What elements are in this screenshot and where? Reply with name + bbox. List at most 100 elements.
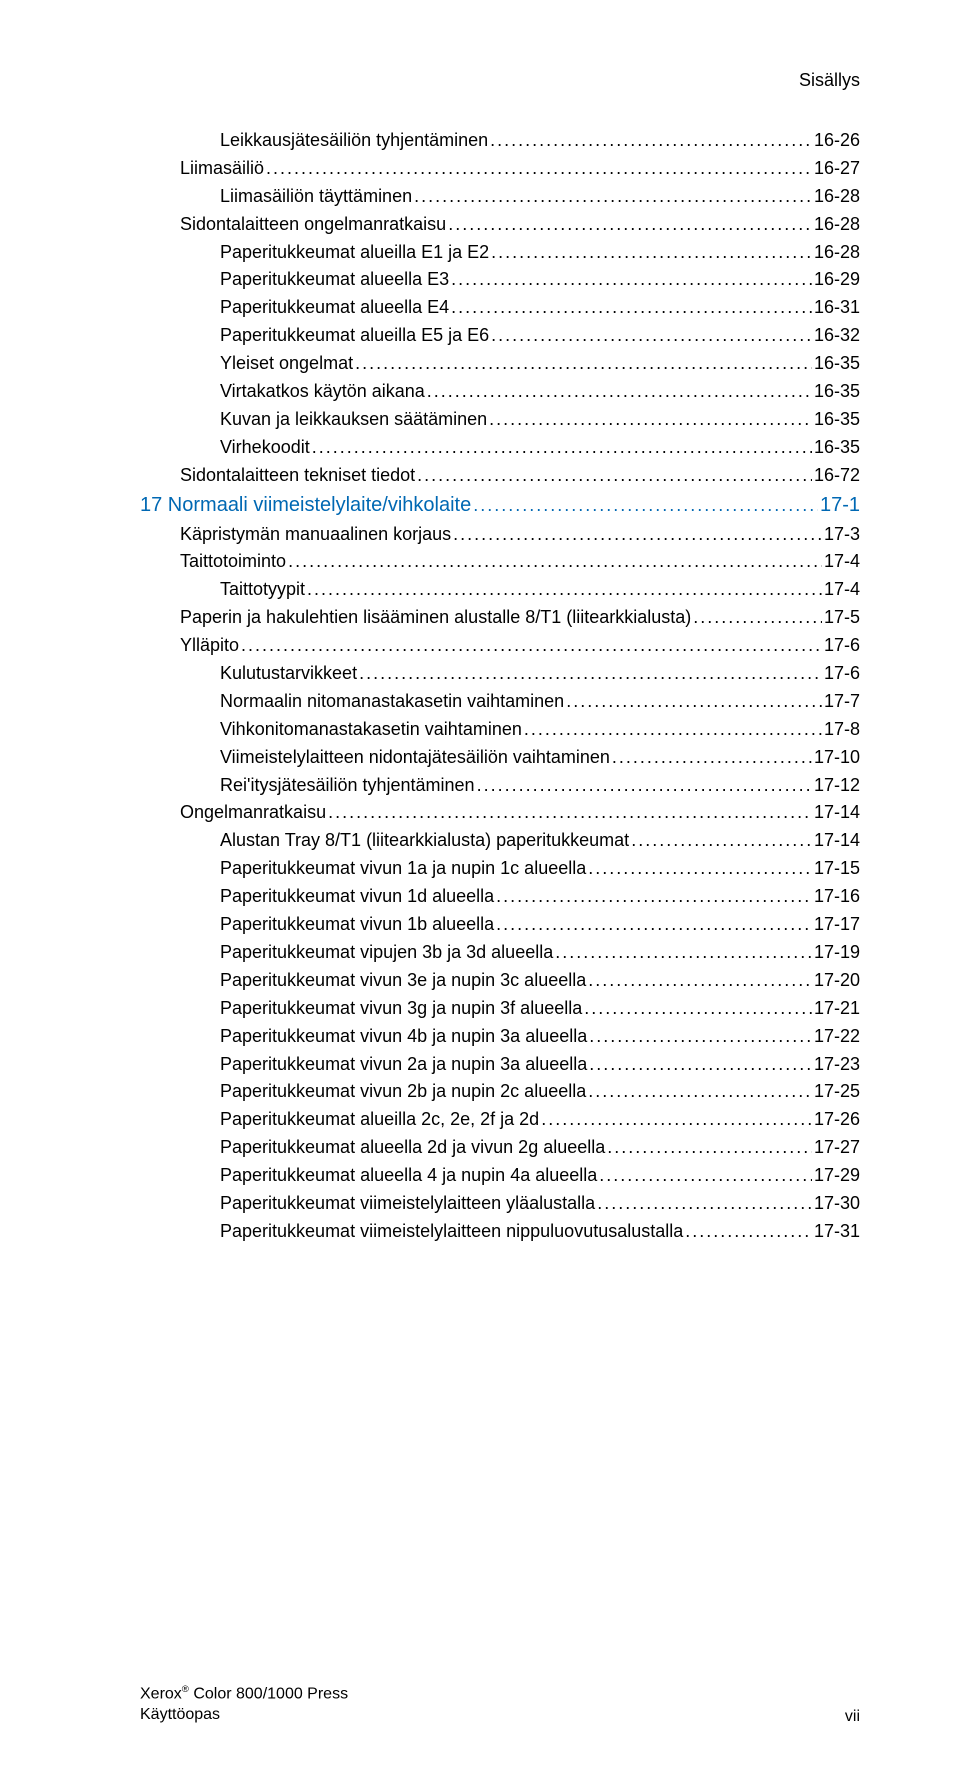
toc-entry-page[interactable]: 16-29	[814, 266, 860, 294]
toc-leader-dots: ........................................…	[490, 127, 812, 155]
toc-entry-page[interactable]: 17-21	[814, 995, 860, 1023]
toc-entry-page[interactable]: 17-19	[814, 939, 860, 967]
toc-leader-dots: ........................................…	[541, 1106, 812, 1134]
toc-entry-label[interactable]: Kuvan ja leikkauksen säätäminen	[220, 406, 487, 434]
toc-entry-label[interactable]: Paperitukkeumat viimeistelylaitteen yläa…	[220, 1190, 595, 1218]
toc-entry-label[interactable]: Paperitukkeumat viimeistelylaitteen nipp…	[220, 1218, 683, 1246]
toc-entry-label[interactable]: Rei'itysjätesäiliön tyhjentäminen	[220, 772, 475, 800]
toc-entry-page[interactable]: 16-26	[814, 127, 860, 155]
footer-product: Color 800/1000 Press	[189, 1685, 348, 1702]
toc-entry-label[interactable]: Paperitukkeumat alueilla E1 ja E2	[220, 239, 489, 267]
toc-leader-dots: ........................................…	[588, 855, 812, 883]
toc-leader-dots: ........................................…	[359, 660, 822, 688]
toc-entry-page[interactable]: 17-27	[814, 1134, 860, 1162]
toc-entry-page[interactable]: 17-15	[814, 855, 860, 883]
toc-entry-page[interactable]: 17-3	[824, 521, 860, 549]
toc-row: Kuvan ja leikkauksen säätäminen.........…	[140, 406, 860, 434]
toc-entry-label[interactable]: Paperitukkeumat alueella E3	[220, 266, 449, 294]
toc-entry-page[interactable]: 17-23	[814, 1051, 860, 1079]
toc-entry-label[interactable]: Paperitukkeumat vivun 2b ja nupin 2c alu…	[220, 1078, 586, 1106]
toc-entry-label[interactable]: Paperitukkeumat alueella 2d ja vivun 2g …	[220, 1134, 605, 1162]
toc-entry-page[interactable]: 17-12	[814, 772, 860, 800]
toc-entry-page[interactable]: 16-28	[814, 183, 860, 211]
toc-entry-label[interactable]: Taittotoiminto	[180, 548, 286, 576]
toc-entry-page[interactable]: 17-6	[824, 632, 860, 660]
toc-entry-page[interactable]: 17-6	[824, 660, 860, 688]
toc-row: Paperitukkeumat vivun 1d alueella.......…	[140, 883, 860, 911]
toc-entry-page[interactable]: 16-72	[814, 462, 860, 490]
toc-entry-page[interactable]: 16-32	[814, 322, 860, 350]
toc-entry-page[interactable]: 17-26	[814, 1106, 860, 1134]
toc-entry-page[interactable]: 16-35	[814, 434, 860, 462]
toc-entry-page[interactable]: 17-14	[814, 827, 860, 855]
toc-entry-label[interactable]: 17 Normaali viimeistelylaite/vihkolaite	[140, 490, 471, 521]
toc-entry-label[interactable]: Liimasäiliö	[180, 155, 264, 183]
toc-entry-page[interactable]: 17-4	[824, 548, 860, 576]
toc-leader-dots: ........................................…	[427, 378, 812, 406]
toc-entry-label[interactable]: Kulutustarvikkeet	[220, 660, 357, 688]
toc-entry-page[interactable]: 16-35	[814, 378, 860, 406]
toc-entry-label[interactable]: Normaalin nitomanastakasetin vaihtaminen	[220, 688, 564, 716]
toc-entry-label[interactable]: Paperitukkeumat vivun 1d alueella	[220, 883, 494, 911]
toc-entry-label[interactable]: Leikkausjätesäiliön tyhjentäminen	[220, 127, 488, 155]
toc-entry-label[interactable]: Paperitukkeumat alueilla E5 ja E6	[220, 322, 489, 350]
toc-entry-label[interactable]: Paperitukkeumat alueella E4	[220, 294, 449, 322]
toc-entry-label[interactable]: Sidontalaitteen ongelmanratkaisu	[180, 211, 446, 239]
toc-entry-page[interactable]: 17-8	[824, 716, 860, 744]
toc-row: Normaalin nitomanastakasetin vaihtaminen…	[140, 688, 860, 716]
toc-row: Taittotoiminto..........................…	[140, 548, 860, 576]
toc-entry-label[interactable]: Paperitukkeumat vivun 4b ja nupin 3a alu…	[220, 1023, 587, 1051]
toc-entry-label[interactable]: Paperitukkeumat vivun 3e ja nupin 3c alu…	[220, 967, 586, 995]
toc-entry-page[interactable]: 17-29	[814, 1162, 860, 1190]
toc-entry-page[interactable]: 16-28	[814, 211, 860, 239]
toc-entry-label[interactable]: Paperitukkeumat vivun 1a ja nupin 1c alu…	[220, 855, 586, 883]
toc-entry-label[interactable]: Käpristymän manuaalinen korjaus	[180, 521, 451, 549]
toc-entry-page[interactable]: 17-31	[814, 1218, 860, 1246]
toc-entry-label[interactable]: Paperitukkeumat vivun 2a ja nupin 3a alu…	[220, 1051, 587, 1079]
toc-entry-label[interactable]: Liimasäiliön täyttäminen	[220, 183, 412, 211]
toc-entry-page[interactable]: 17-25	[814, 1078, 860, 1106]
toc-row: Paperitukkeumat viimeistelylaitteen yläa…	[140, 1190, 860, 1218]
toc-entry-label[interactable]: Ongelmanratkaisu	[180, 799, 326, 827]
toc-entry-label[interactable]: Paperitukkeumat vivun 1b alueella	[220, 911, 494, 939]
toc-entry-page[interactable]: 17-4	[824, 576, 860, 604]
toc-leader-dots: ........................................…	[307, 576, 822, 604]
toc-entry-page[interactable]: 17-22	[814, 1023, 860, 1051]
toc-row: Paperitukkeumat vivun 2b ja nupin 2c alu…	[140, 1078, 860, 1106]
toc-entry-label[interactable]: Virtakatkos käytön aikana	[220, 378, 425, 406]
toc-entry-label[interactable]: Ylläpito	[180, 632, 239, 660]
toc-entry-page[interactable]: 16-28	[814, 239, 860, 267]
toc-entry-page[interactable]: 17-30	[814, 1190, 860, 1218]
toc-entry-label[interactable]: Taittotyypit	[220, 576, 305, 604]
toc-leader-dots: ........................................…	[496, 911, 812, 939]
toc-entry-page[interactable]: 17-7	[824, 688, 860, 716]
toc-entry-label[interactable]: Paperitukkeumat vivun 3g ja nupin 3f alu…	[220, 995, 582, 1023]
toc-entry-label[interactable]: Yleiset ongelmat	[220, 350, 353, 378]
toc-entry-label[interactable]: Virhekoodit	[220, 434, 310, 462]
toc-entry-page[interactable]: 17-5	[824, 604, 860, 632]
toc-leader-dots: ........................................…	[589, 1023, 812, 1051]
toc-leader-dots: ........................................…	[584, 995, 812, 1023]
toc-entry-page[interactable]: 17-16	[814, 883, 860, 911]
toc-row: Paperitukkeumat alueella E4.............…	[140, 294, 860, 322]
toc-entry-label[interactable]: Paperitukkeumat vipujen 3b ja 3d alueell…	[220, 939, 553, 967]
toc-entry-page[interactable]: 17-1	[820, 490, 860, 521]
toc-entry-page[interactable]: 17-14	[814, 799, 860, 827]
toc-row: Paperitukkeumat vivun 1a ja nupin 1c alu…	[140, 855, 860, 883]
toc-entry-page[interactable]: 16-31	[814, 294, 860, 322]
toc-entry-page[interactable]: 16-35	[814, 406, 860, 434]
toc-entry-page[interactable]: 16-27	[814, 155, 860, 183]
toc-entry-page[interactable]: 17-20	[814, 967, 860, 995]
toc-entry-label[interactable]: Sidontalaitteen tekniset tiedot	[180, 462, 415, 490]
toc-entry-label[interactable]: Paperitukkeumat alueella 4 ja nupin 4a a…	[220, 1162, 597, 1190]
toc-leader-dots: ........................................…	[599, 1162, 812, 1190]
toc-entry-label[interactable]: Vihkonitomanastakasetin vaihtaminen	[220, 716, 522, 744]
toc-entry-label[interactable]: Viimeistelylaitteen nidontajätesäiliön v…	[220, 744, 610, 772]
toc-entry-label[interactable]: Paperitukkeumat alueilla 2c, 2e, 2f ja 2…	[220, 1106, 539, 1134]
toc-entry-page[interactable]: 17-17	[814, 911, 860, 939]
toc-entry-page[interactable]: 16-35	[814, 350, 860, 378]
toc-entry-page[interactable]: 17-10	[814, 744, 860, 772]
toc-entry-label[interactable]: Alustan Tray 8/T1 (liitearkkialusta) pap…	[220, 827, 629, 855]
toc-entry-label[interactable]: Paperin ja hakulehtien lisääminen alusta…	[180, 604, 691, 632]
toc-leader-dots: ........................................…	[312, 434, 812, 462]
